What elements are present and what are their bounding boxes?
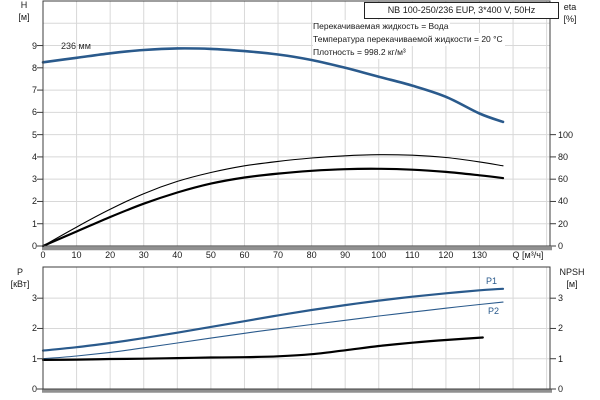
q-axis-tick-label: 0	[40, 250, 46, 260]
h-axis-unit: [м]	[18, 12, 30, 22]
eta-axis-tick-label: 80	[558, 151, 569, 162]
q-axis-label: Q [м³/ч]	[512, 250, 544, 260]
npsh-axis-unit: [м]	[566, 279, 578, 289]
pump-model-title: NB 100-250/236 EUP, 3*400 V, 50Hz	[364, 2, 559, 19]
head-curve	[41, 47, 505, 124]
npsh-axis-label: NPSH [м]	[548, 267, 596, 291]
q-axis-tick-label: 80	[306, 250, 317, 260]
p-axis-name: P	[16, 267, 23, 277]
h-axis-name: H	[20, 0, 28, 10]
eta-pump-curve	[42, 154, 504, 247]
npsh-axis-tick-label: 2	[558, 323, 564, 334]
eta-axis-tick-label: 20	[558, 218, 569, 229]
q-axis-tick-label: 50	[205, 250, 216, 260]
eta-axis-unit: [%]	[563, 14, 577, 24]
npsh-axis-name: NPSH	[559, 267, 585, 277]
h-axis-tick-label: 1	[31, 218, 37, 229]
p1-curve	[41, 287, 505, 352]
q-axis-tick-label: 70	[273, 250, 284, 260]
eta-axis-label: eta [%]	[552, 2, 588, 26]
q-axis-tick-label: 10	[71, 250, 82, 260]
eta-axis-name: eta	[563, 2, 577, 12]
q-axis-tick-label: 20	[105, 250, 116, 260]
info-line-liquid: Перекачиваемая жидкость = Вода	[313, 20, 451, 33]
h-axis-tick-label: 2	[31, 196, 37, 207]
plot-border	[42, 0, 551, 247]
p-axis-label: P [кВт]	[2, 267, 38, 291]
q-axis-tick-label: 30	[138, 250, 149, 260]
eta-axis-tick-label: 0	[558, 241, 564, 251]
h-axis-tick-label: 8	[31, 62, 37, 73]
impeller-size-label: 236 мм	[61, 41, 91, 51]
h-axis-tick-label: 3	[31, 174, 37, 185]
q-axis-tick-label: 40	[172, 250, 183, 260]
p-axis-tick-label: 3	[31, 293, 37, 304]
p-axis-tick-label: 0	[31, 384, 37, 394]
p-axis-tick-label: 1	[31, 353, 37, 364]
q-axis-tick-label: 110	[405, 250, 420, 260]
h-axis-tick-label: 0	[31, 241, 37, 251]
q-axis-tick-label: 90	[340, 250, 351, 260]
eta-axis-tick-label: 60	[558, 174, 569, 185]
h-axis-tick-label: 5	[31, 129, 37, 140]
eta-axis-tick-label: 40	[558, 196, 569, 207]
npsh-axis-tick-label: 1	[558, 353, 564, 364]
info-line-temperature: Температура перекачиваемой жидкости = 20…	[313, 33, 505, 46]
info-line-density: Плотность = 998.2 кг/м³	[313, 46, 408, 59]
h-axis-tick-label: 7	[31, 85, 37, 96]
npsh-axis-tick-label: 3	[558, 293, 564, 304]
q-axis-tick-label: 100	[371, 250, 387, 260]
eta-motor-curve	[41, 167, 505, 248]
p2-curve	[42, 301, 504, 360]
npsh-curve	[41, 336, 484, 361]
p-axis-tick-label: 2	[31, 323, 37, 334]
q-axis-tick-label: 60	[239, 250, 250, 260]
h-axis-tick-label: 9	[31, 40, 37, 51]
q-axis-tick-label: 120	[438, 250, 454, 260]
h-axis-tick-label: 6	[31, 107, 37, 118]
p2-curve-label: P2	[488, 306, 500, 316]
eta-axis-tick-label: 100	[558, 129, 574, 140]
npsh-axis-tick-label: 0	[558, 384, 564, 394]
h-axis-tick-label: 4	[31, 151, 37, 162]
liquid-info-block: Перекачиваемая жидкость = Вода Температу…	[313, 20, 505, 59]
p-axis-unit: [кВт]	[10, 279, 30, 289]
q-axis-tick-label: 130	[471, 250, 487, 260]
h-axis-label: H [м]	[9, 0, 39, 24]
p1-curve-label: P1	[486, 276, 498, 286]
